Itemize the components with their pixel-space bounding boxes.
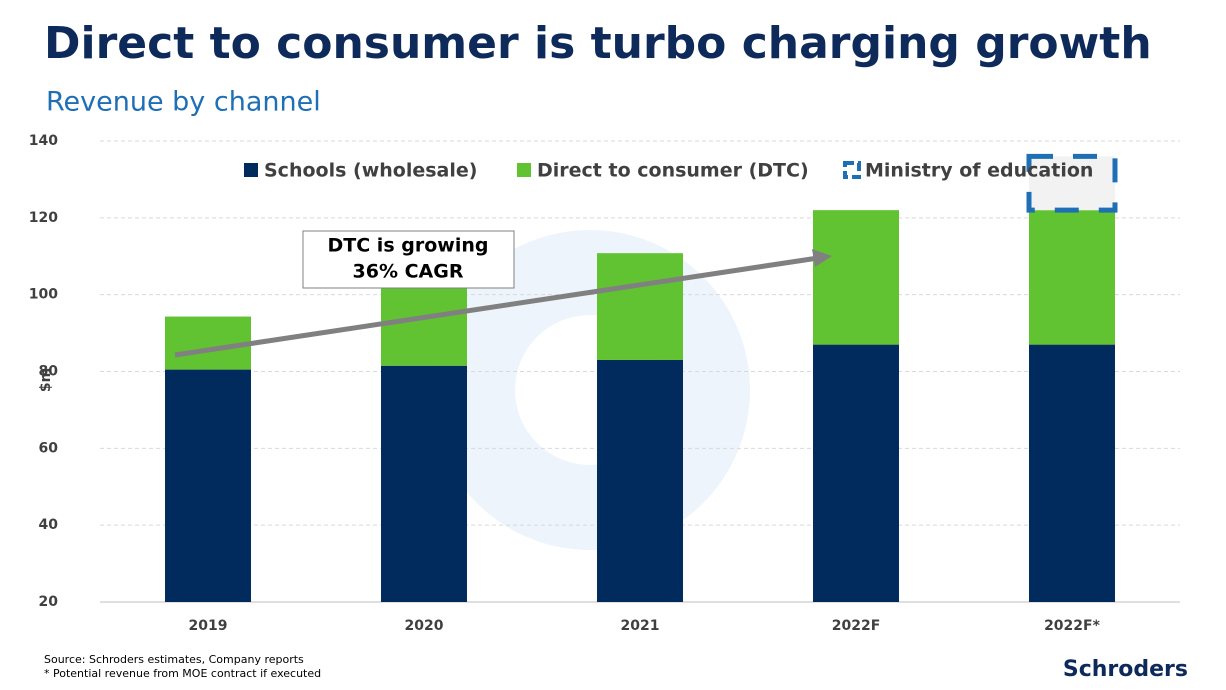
x-tick-label: 2022F xyxy=(832,618,881,634)
y-tick-label: 100 xyxy=(29,287,58,303)
bar-segment xyxy=(381,287,467,366)
legend-marker xyxy=(244,163,258,177)
y-axis-label: $m xyxy=(38,368,54,392)
arrow-head xyxy=(812,249,832,267)
x-tick-label: 2020 xyxy=(405,618,444,634)
bar-segment xyxy=(597,359,683,602)
y-tick-label: 60 xyxy=(39,440,59,456)
annotation-box xyxy=(302,230,515,289)
logo: Schroders xyxy=(1063,657,1188,682)
bar-segment xyxy=(813,344,899,602)
bar-segment xyxy=(165,316,251,370)
bar-segment xyxy=(165,369,251,602)
bar-segment xyxy=(597,253,683,360)
annotation: 36% CAGR xyxy=(353,261,464,283)
bar-segment xyxy=(381,365,467,602)
source: Source: Schroders estimates, Company rep… xyxy=(44,653,304,666)
y-tick-label: 120 xyxy=(29,210,58,226)
legend-marker xyxy=(843,161,861,179)
x-tick-label: 2021 xyxy=(621,618,660,634)
bar-segment xyxy=(1029,210,1115,345)
x-tick-label: 2019 xyxy=(189,618,228,634)
legend-marker xyxy=(517,163,531,177)
x-tick-label: 2022F* xyxy=(1044,618,1101,634)
legend-label: Ministry of education xyxy=(865,160,1093,182)
annotation: DTC is growing xyxy=(328,235,489,257)
y-tick-label: 140 xyxy=(29,133,58,149)
bar-segment xyxy=(1026,153,1118,213)
bar-segment xyxy=(813,210,899,345)
legend-label: Schools (wholesale) xyxy=(264,160,477,182)
bar-segment xyxy=(1029,344,1115,602)
legend-label: Direct to consumer (DTC) xyxy=(537,160,809,182)
y-tick-label: 40 xyxy=(39,517,59,533)
title: Direct to consumer is turbo charging gro… xyxy=(44,18,1152,69)
footnote: * Potential revenue from MOE contract if… xyxy=(44,667,321,680)
trend-arrow xyxy=(174,255,819,358)
subtitle: Revenue by channel xyxy=(46,87,321,118)
y-tick-label: 20 xyxy=(39,594,59,610)
y-tick-label: 80 xyxy=(39,364,59,380)
